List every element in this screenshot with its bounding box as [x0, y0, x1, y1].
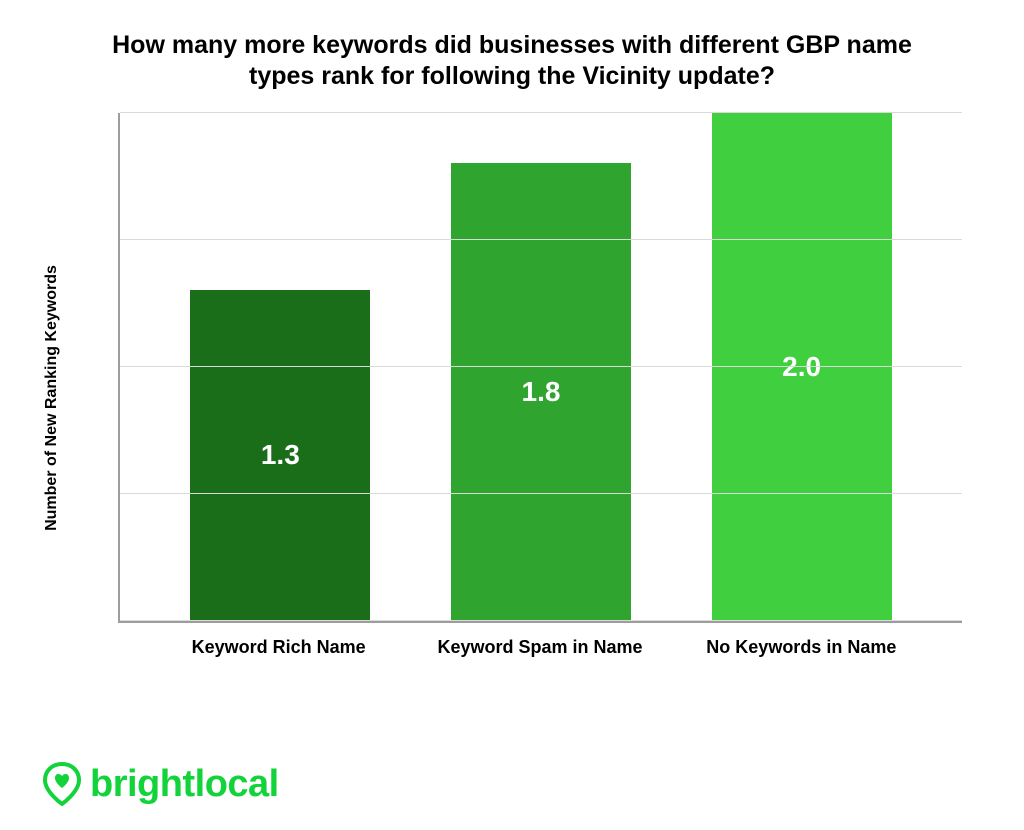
brand-pin-heart-icon: [42, 762, 82, 806]
gridline: [120, 239, 962, 240]
chart-title: How many more keywords did businesses wi…: [82, 30, 942, 93]
gridline: [120, 112, 962, 113]
bar-value-label: 1.3: [261, 439, 300, 471]
gridline: [120, 366, 962, 367]
brand-logo: brightlocal: [42, 762, 279, 806]
bar-value-label: 2.0: [782, 351, 821, 383]
plot-area: 1.3 1.8 2.0: [118, 113, 962, 623]
x-axis-category-label: Keyword Spam in Name: [409, 637, 670, 658]
bars-group: 1.3 1.8 2.0: [120, 113, 962, 621]
x-axis-category-label: No Keywords in Name: [671, 637, 932, 658]
chart-container: How many more keywords did businesses wi…: [0, 0, 1024, 830]
bar-slot: 1.3: [150, 113, 411, 621]
brand-name: brightlocal: [90, 763, 279, 806]
y-axis-label: Number of New Ranking Keywords: [43, 265, 61, 531]
bar: 2.0: [712, 113, 892, 621]
x-axis-category-label: Keyword Rich Name: [148, 637, 409, 658]
bar-slot: 1.8: [411, 113, 672, 621]
bar-slot: 2.0: [671, 113, 932, 621]
gridline: [120, 493, 962, 494]
gridline: [120, 620, 962, 621]
bar: 1.8: [451, 163, 631, 620]
x-axis-labels: Keyword Rich NameKeyword Spam in NameNo …: [118, 623, 962, 683]
chart-area: Number of New Ranking Keywords 1.31.82.0…: [62, 113, 962, 683]
bar: 1.3: [190, 290, 370, 620]
bar-value-label: 1.8: [522, 376, 561, 408]
